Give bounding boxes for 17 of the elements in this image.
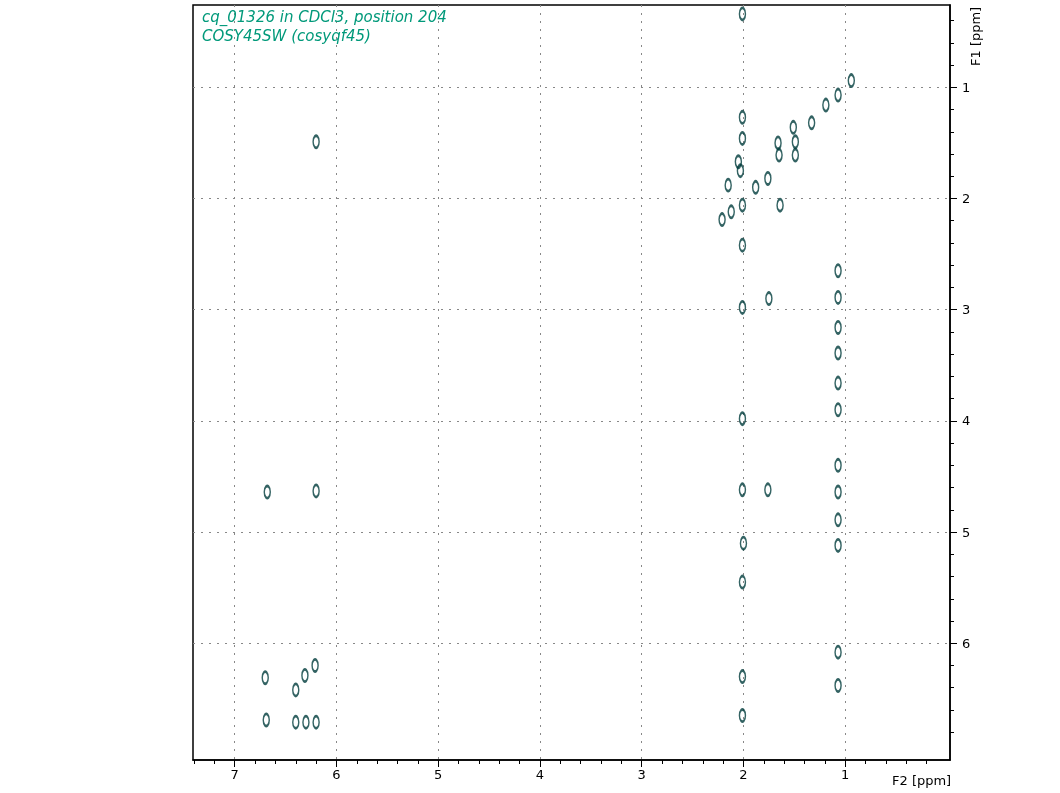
y-tick-label: 3	[962, 302, 971, 318]
x-tick-label: 1	[841, 767, 850, 782]
y-tick-label: 4	[962, 413, 971, 429]
text: COSY45SW (cosyqf45)	[202, 26, 371, 45]
x-tick-label: 3	[637, 767, 646, 782]
x-tick-label: 4	[535, 767, 545, 782]
x-tick-label: 5	[434, 767, 443, 782]
y-axis-title: F1 [ppm]	[967, 6, 983, 66]
y-tick-label: 2	[962, 190, 971, 206]
y-tick-label: 1	[962, 79, 971, 95]
y-tick-label: 5	[962, 524, 971, 540]
x-tick-label: 2	[739, 767, 748, 782]
x-axis-title: F2 [ppm]	[892, 773, 952, 788]
y-tick-label: 6	[962, 635, 971, 651]
x-tick-label: 7	[230, 767, 239, 782]
x-tick-label: 6	[332, 767, 341, 782]
chart-title: cq_01326 in CDCl3, position 204	[202, 7, 447, 27]
